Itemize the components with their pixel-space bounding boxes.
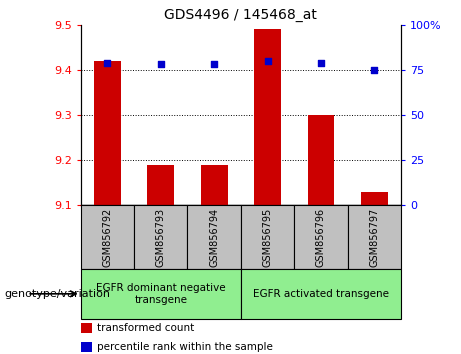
Bar bbox=[201, 165, 228, 205]
Text: percentile rank within the sample: percentile rank within the sample bbox=[97, 342, 272, 352]
Text: GSM856796: GSM856796 bbox=[316, 207, 326, 267]
Text: EGFR activated transgene: EGFR activated transgene bbox=[253, 289, 389, 299]
Text: GSM856792: GSM856792 bbox=[102, 207, 112, 267]
Bar bbox=[81, 205, 134, 269]
Point bbox=[104, 60, 111, 65]
Text: GSM856794: GSM856794 bbox=[209, 207, 219, 267]
Bar bbox=[254, 29, 281, 205]
Text: EGFR dominant negative
transgene: EGFR dominant negative transgene bbox=[96, 283, 225, 305]
Title: GDS4496 / 145468_at: GDS4496 / 145468_at bbox=[165, 8, 317, 22]
Bar bbox=[294, 205, 348, 269]
Text: GSM856795: GSM856795 bbox=[263, 207, 272, 267]
Text: GSM856793: GSM856793 bbox=[156, 207, 166, 267]
Bar bbox=[81, 342, 92, 352]
Text: transformed count: transformed count bbox=[97, 323, 194, 333]
Point bbox=[157, 62, 165, 67]
Bar bbox=[188, 205, 241, 269]
Bar bbox=[81, 269, 241, 319]
Bar bbox=[348, 205, 401, 269]
Bar bbox=[134, 205, 188, 269]
Bar bbox=[241, 205, 294, 269]
Bar bbox=[361, 192, 388, 205]
Point bbox=[317, 60, 325, 65]
Bar bbox=[81, 323, 92, 333]
Bar bbox=[307, 115, 334, 205]
Bar bbox=[241, 269, 401, 319]
Point bbox=[371, 67, 378, 73]
Text: GSM856797: GSM856797 bbox=[369, 207, 379, 267]
Bar bbox=[94, 61, 121, 205]
Bar bbox=[148, 165, 174, 205]
Text: genotype/variation: genotype/variation bbox=[5, 289, 111, 299]
Point bbox=[264, 58, 271, 64]
Point bbox=[211, 62, 218, 67]
